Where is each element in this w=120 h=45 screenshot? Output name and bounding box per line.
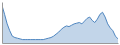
plot [2, 3, 119, 44]
area [2, 5, 118, 43]
line [2, 5, 118, 39]
chart [0, 0, 120, 45]
y-axis-line [2, 3, 3, 44]
marks [2, 5, 118, 43]
x-axis [3, 43, 119, 44]
y-axis [2, 3, 3, 44]
x-axis-line [3, 43, 119, 44]
